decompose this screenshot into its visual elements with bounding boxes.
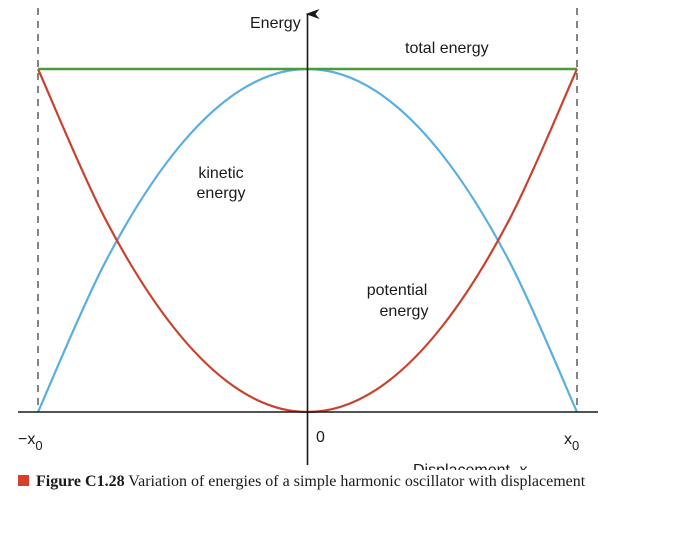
annotation-total-energy: total energy [405,40,489,57]
x-axis-label-text: Displacement, [413,462,519,470]
caption-text: Variation of energies of a simple harmon… [124,473,586,490]
caption-marker-square [18,475,29,486]
tick-label-zero: 0 [316,429,325,446]
tick-label-neg-x0: −x0 [18,431,43,453]
tick-label-pos-x0: x0 [564,431,579,453]
figure-caption: Figure C1.28 Variation of energies of a … [18,471,658,493]
x-axis-label-variable: x [518,462,528,470]
annotation-potential-energy: potential energy [367,282,429,320]
caption-figure-label: Figure C1.28 [36,473,125,490]
annotation-kinetic-energy: kinetic energy [197,165,246,202]
energy-displacement-chart: Energy Displacement, x −x0 0 x0 total en… [18,8,598,470]
y-axis-label: Energy [250,15,301,32]
x-axis-label: Displacement, x [413,462,528,470]
